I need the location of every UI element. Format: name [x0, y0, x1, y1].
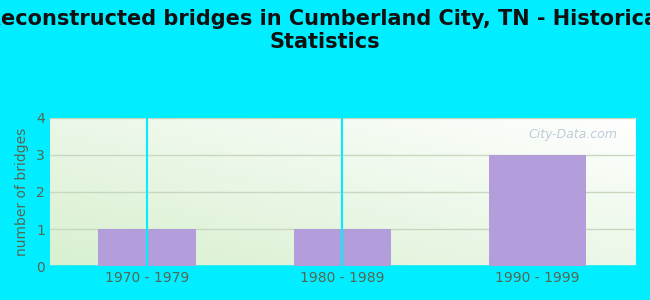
Text: Reconstructed bridges in Cumberland City, TN - Historical
Statistics: Reconstructed bridges in Cumberland City…	[0, 9, 650, 52]
Y-axis label: number of bridges: number of bridges	[15, 128, 29, 256]
Bar	[294, 229, 391, 266]
Bar	[98, 229, 196, 266]
Bar	[489, 155, 586, 266]
Text: City-Data.com: City-Data.com	[528, 128, 618, 141]
